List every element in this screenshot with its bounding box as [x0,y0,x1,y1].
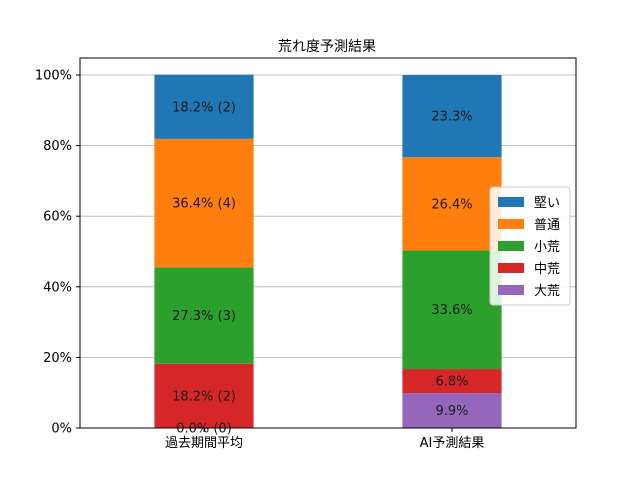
legend-swatch [498,263,524,273]
legend-label: 小荒 [534,240,560,255]
x-axis: 過去期間平均 AI予測結果 [165,428,484,451]
data-label: 23.3% [431,110,472,125]
bar-segment [402,369,502,394]
legend-swatch [498,285,524,295]
data-label: 9.9% [435,404,468,419]
x-tick-label: AI予測結果 [420,436,485,451]
y-tick-label: 40% [43,280,72,295]
legend-swatch [498,197,524,207]
legend-swatch [498,219,524,229]
data-label: 33.6% [431,303,472,318]
y-tick-label: 60% [43,210,72,225]
legend-label: 普通 [534,218,560,233]
data-label: 26.4% [431,197,472,212]
legend-label: 大荒 [534,284,560,299]
bar-segment [402,393,502,428]
bar-segment [154,138,254,268]
data-label: 18.2% (2) [172,100,236,115]
segment-labels: 0.0% (0)18.2% (2)27.3% (3)36.4% (4)18.2%… [172,100,473,436]
axes-frame [79,57,577,429]
legend-label: 堅い [534,196,560,211]
y-tick-label: 80% [43,139,72,154]
data-label: 36.4% (4) [172,197,236,212]
y-axis: 0% 20% 40% 60% 80% 100% [35,69,80,437]
x-tick-label: 過去期間平均 [165,436,243,451]
bar-segment [154,363,254,428]
data-label: 27.3% (3) [172,309,236,324]
legend-box [489,186,571,306]
bar-segment [154,74,254,139]
bar-segment [154,267,254,364]
y-tick-label: 0% [51,422,72,437]
y-tick-label: 20% [43,351,72,366]
data-label: 18.2% (2) [172,389,236,404]
bars [154,74,502,428]
data-label: 6.8% [435,375,468,390]
bar-segment [402,250,502,370]
bar-segment [402,75,502,158]
bar-segment [402,157,502,251]
chart-title: 荒れ度予測結果 [278,39,376,55]
legend-swatch [498,241,524,251]
y-tick-label: 100% [35,69,72,84]
legend-label: 中荒 [534,262,560,277]
